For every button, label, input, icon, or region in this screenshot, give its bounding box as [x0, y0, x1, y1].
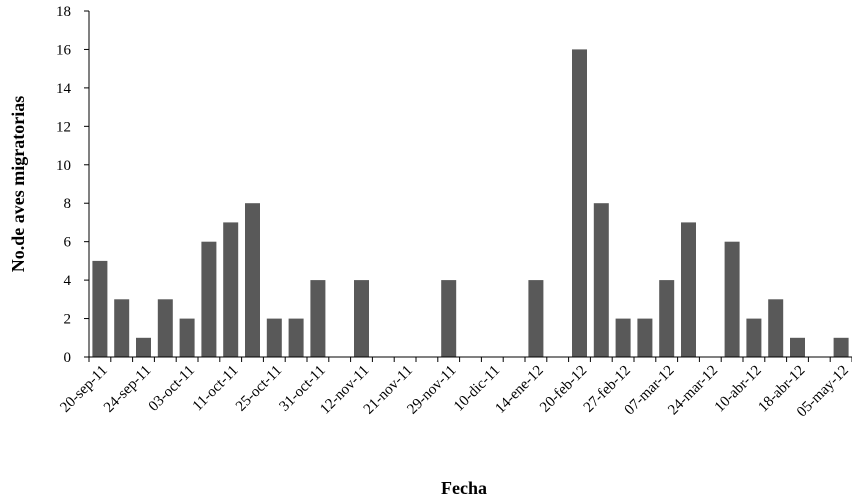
bar	[833, 337, 849, 357]
y-axis-ticks: 0 2 4 6 8 10 12 14 16 18	[56, 4, 89, 366]
bar	[681, 222, 696, 357]
bar	[223, 222, 239, 357]
y-tick-label: 0	[64, 350, 72, 366]
bar	[659, 280, 675, 357]
y-tick-label: 12	[56, 119, 71, 135]
bar	[201, 241, 217, 357]
x-tick-label: 10-abr-12	[712, 363, 765, 416]
bar	[790, 337, 805, 357]
bar	[136, 337, 151, 357]
x-tick-label: 11-oct-11	[190, 363, 242, 415]
x-tick-label: 20-feb-12	[537, 363, 590, 416]
bar	[266, 318, 282, 357]
bar	[572, 49, 587, 358]
y-tick-label: 16	[56, 42, 72, 58]
bar	[245, 203, 260, 357]
x-tick-label: 24-sep-11	[101, 363, 154, 416]
bar	[593, 203, 609, 357]
bar	[768, 299, 784, 357]
bar	[528, 280, 544, 357]
bar	[615, 318, 631, 357]
bar	[92, 260, 108, 357]
bar	[746, 318, 762, 357]
x-tick-label: 20-sep-11	[57, 363, 110, 416]
y-axis-title: No.de aves migratorias	[8, 96, 28, 272]
y-tick-label: 4	[64, 273, 72, 289]
bar	[441, 280, 457, 357]
y-tick-label: 8	[64, 196, 72, 212]
y-tick-label: 10	[56, 158, 71, 174]
bar	[724, 241, 740, 357]
bars	[92, 49, 849, 358]
x-tick-label: 14-ene-12	[492, 363, 546, 417]
bar	[310, 280, 326, 357]
x-tick-label: 25-oct-11	[233, 363, 285, 415]
y-tick-label: 2	[64, 312, 72, 328]
x-tick-label: 03-oct-11	[146, 363, 198, 415]
bar	[288, 318, 304, 357]
y-tick-label: 18	[56, 4, 71, 20]
bar	[114, 299, 130, 357]
bar	[179, 318, 195, 357]
y-tick-label: 6	[64, 235, 72, 251]
bar	[157, 299, 173, 357]
y-tick-label: 14	[56, 81, 72, 97]
x-axis-ticks: 20-sep-1124-sep-1103-oct-1111-oct-1125-o…	[57, 357, 852, 420]
bar	[354, 280, 369, 357]
x-axis-title: Fecha	[441, 478, 487, 498]
bar	[637, 318, 653, 357]
